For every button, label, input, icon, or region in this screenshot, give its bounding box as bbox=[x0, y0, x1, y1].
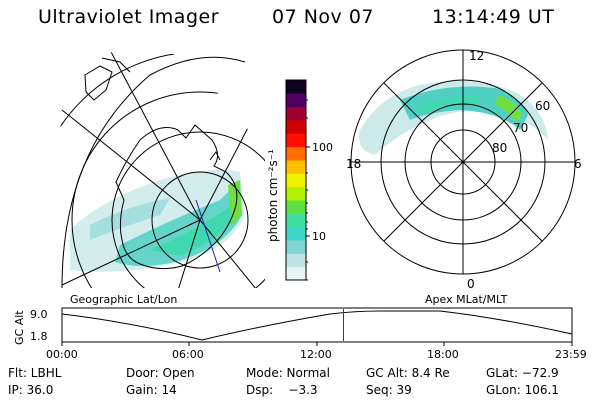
color-bar-segment bbox=[286, 173, 306, 188]
coastlines bbox=[84, 57, 238, 270]
left-map-label: Geographic Lat/Lon bbox=[70, 293, 177, 306]
altitude-ytick-bottom: 1.8 bbox=[30, 330, 48, 343]
color-bar-frame bbox=[285, 79, 307, 281]
mlt-label-0: 0 bbox=[467, 277, 475, 291]
color-bar-unit-label: photon cm⁻²s⁻¹ bbox=[266, 149, 280, 242]
info-door: Door: Open bbox=[126, 366, 195, 380]
color-bar-segment bbox=[286, 200, 306, 214]
observation-date: 07 Nov 07 bbox=[272, 6, 375, 28]
color-bar-segment bbox=[286, 266, 306, 281]
mlat-label-60: 60 bbox=[535, 99, 550, 113]
longitude-lines bbox=[61, 50, 265, 288]
right-map-label: Apex MLat/MLT bbox=[425, 293, 508, 306]
info-glat: GLat: −72.9 bbox=[486, 366, 559, 380]
info-seq: Seq: 39 bbox=[366, 383, 412, 397]
mlt-lines bbox=[351, 50, 575, 274]
info-gain: Gain: 14 bbox=[126, 383, 177, 397]
altitude-plot-frame bbox=[61, 307, 573, 343]
mlt-label-12: 12 bbox=[469, 49, 484, 63]
altitude-curve bbox=[61, 310, 573, 341]
color-bar-segment bbox=[286, 146, 306, 161]
color-bar-segment bbox=[286, 186, 306, 201]
info-ip: IP: 36.0 bbox=[8, 383, 54, 397]
magnetic-map: 12 18 6 0 60 70 80 bbox=[346, 49, 582, 291]
color-bar-segment bbox=[286, 226, 306, 241]
altitude-ytick-top: 9.0 bbox=[30, 308, 48, 321]
observation-time: 13:14:49 UT bbox=[432, 6, 555, 28]
color-bar-segment bbox=[286, 253, 306, 268]
info-glon: GLon: 106.1 bbox=[486, 383, 559, 397]
altitude-plot: GC Alt 9.0 1.8 00:00 06:00 12:00 18:00 2… bbox=[13, 307, 587, 361]
altitude-xtick-0000: 00:00 bbox=[46, 348, 78, 361]
color-bar-segment bbox=[286, 213, 306, 228]
instrument-title: Ultraviolet Imager bbox=[38, 6, 220, 28]
color-bar-segment bbox=[286, 93, 306, 108]
color-bar-segment bbox=[286, 160, 306, 174]
altitude-xtick-0600: 06:00 bbox=[172, 348, 204, 361]
right-aurora-emission bbox=[359, 80, 548, 155]
color-bar-ticks bbox=[306, 99, 310, 281]
info-mode: Mode: Normal bbox=[246, 366, 330, 380]
satellite-track bbox=[195, 199, 221, 273]
left-aurora-emission bbox=[70, 169, 245, 272]
altitude-ylabel: GC Alt bbox=[13, 310, 26, 345]
color-bar-segment bbox=[286, 106, 306, 121]
color-bar-segment bbox=[286, 80, 306, 94]
altitude-xtick-2359: 23:59 bbox=[555, 348, 587, 361]
altitude-xtick-1800: 18:00 bbox=[427, 348, 459, 361]
info-dsp: Dsp: −3.3 bbox=[246, 383, 318, 397]
color-bar-segment bbox=[286, 133, 306, 148]
mlat-label-80: 80 bbox=[492, 141, 507, 155]
color-bar-segment bbox=[286, 120, 306, 134]
mlt-label-18: 18 bbox=[346, 157, 361, 171]
color-bar-tick-10: 10 bbox=[312, 230, 326, 243]
mlat-label-70: 70 bbox=[513, 121, 528, 135]
mlt-label-6: 6 bbox=[574, 157, 582, 171]
color-bar bbox=[286, 80, 306, 281]
color-bar-segment bbox=[286, 240, 306, 254]
altitude-x-ticks bbox=[61, 342, 573, 346]
color-bar-tick-100: 100 bbox=[312, 141, 333, 154]
info-flt: Flt: LBHL bbox=[8, 366, 62, 380]
info-gcalt: GC Alt: 8.4 Re bbox=[366, 366, 450, 380]
altitude-xtick-1200: 12:00 bbox=[300, 348, 332, 361]
